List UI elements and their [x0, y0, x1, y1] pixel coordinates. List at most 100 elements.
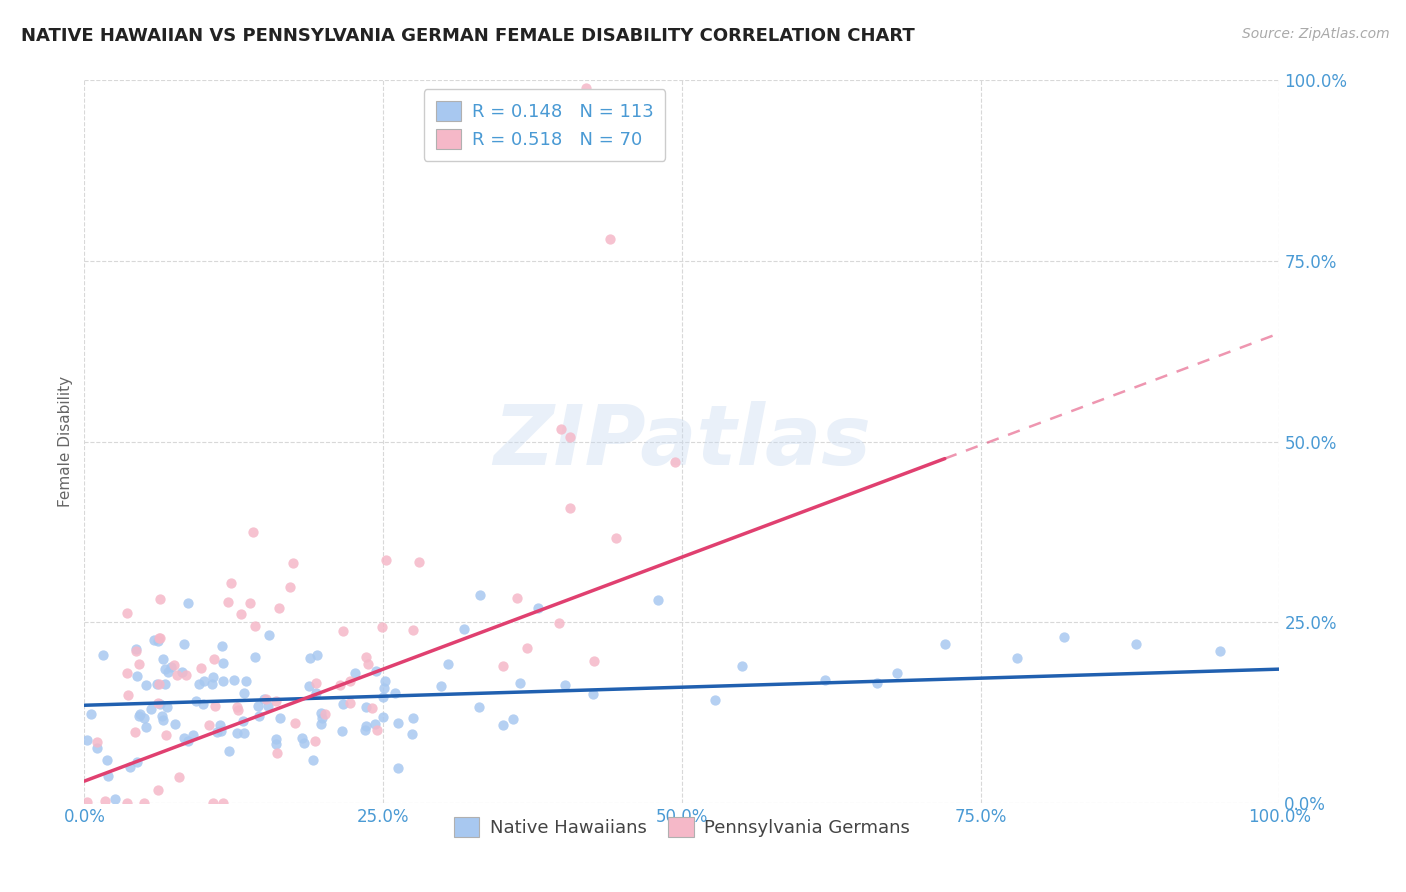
- Point: [387, 716, 409, 731]
- Point: [252, 692, 274, 706]
- Point: [165, 716, 187, 731]
- Legend: Native Hawaiians, Pennsylvania Germans: Native Hawaiians, Pennsylvania Germans: [446, 810, 918, 845]
- Point: [299, 651, 322, 665]
- Point: [281, 556, 304, 570]
- Point: [509, 676, 531, 690]
- Point: [239, 596, 262, 610]
- Point: [231, 607, 253, 621]
- Point: [402, 711, 425, 725]
- Point: [401, 727, 423, 741]
- Point: [302, 753, 325, 767]
- Point: [387, 760, 409, 774]
- Point: [343, 665, 366, 680]
- Point: [554, 677, 576, 691]
- Point: [266, 693, 288, 707]
- Point: [217, 595, 239, 609]
- Point: [582, 654, 605, 668]
- Point: [202, 796, 225, 810]
- Point: [135, 677, 157, 691]
- Point: [174, 668, 197, 682]
- Point: [173, 731, 195, 745]
- Point: [259, 628, 281, 642]
- Point: [1005, 651, 1028, 665]
- Point: [132, 796, 155, 810]
- Point: [269, 600, 291, 615]
- Point: [605, 531, 627, 545]
- Point: [202, 652, 225, 666]
- Point: [190, 660, 212, 674]
- Point: [339, 673, 361, 688]
- Point: [1053, 630, 1076, 644]
- Point: [408, 556, 430, 570]
- Point: [198, 717, 221, 731]
- Point: [76, 732, 98, 747]
- Point: [125, 644, 148, 658]
- Point: [94, 794, 117, 808]
- Point: [266, 747, 288, 761]
- Point: [129, 706, 152, 721]
- Point: [371, 710, 394, 724]
- Point: [149, 631, 172, 645]
- Point: [373, 681, 395, 695]
- Point: [212, 796, 235, 810]
- Point: [211, 673, 233, 688]
- Point: [173, 637, 195, 651]
- Point: [156, 700, 179, 714]
- Point: [664, 455, 686, 469]
- Point: [118, 760, 141, 774]
- Point: [1209, 644, 1232, 658]
- Text: ZIPatlas: ZIPatlas: [494, 401, 870, 482]
- Point: [304, 676, 326, 690]
- Point: [516, 641, 538, 656]
- Point: [242, 524, 264, 539]
- Point: [186, 694, 208, 708]
- Point: [193, 674, 215, 689]
- Point: [155, 663, 177, 677]
- Point: [155, 728, 177, 742]
- Point: [149, 698, 172, 712]
- Point: [205, 725, 228, 739]
- Point: [148, 676, 170, 690]
- Point: [364, 664, 387, 678]
- Point: [152, 652, 174, 666]
- Point: [150, 709, 173, 723]
- Point: [243, 649, 266, 664]
- Point: [115, 607, 138, 621]
- Point: [159, 660, 181, 674]
- Point: [201, 676, 224, 690]
- Point: [163, 657, 186, 672]
- Point: [292, 735, 315, 749]
- Point: [176, 596, 198, 610]
- Point: [354, 649, 377, 664]
- Point: [91, 648, 114, 662]
- Point: [492, 718, 515, 732]
- Point: [356, 718, 378, 732]
- Point: [166, 667, 188, 681]
- Point: [145, 676, 167, 690]
- Point: [117, 688, 139, 702]
- Point: [157, 665, 180, 680]
- Point: [96, 753, 118, 767]
- Point: [814, 673, 837, 687]
- Text: NATIVE HAWAIIAN VS PENNSYLVANIA GERMAN FEMALE DISABILITY CORRELATION CHART: NATIVE HAWAIIAN VS PENNSYLVANIA GERMAN F…: [21, 27, 915, 45]
- Point: [97, 769, 120, 783]
- Point: [128, 709, 150, 723]
- Point: [366, 723, 388, 737]
- Point: [124, 725, 146, 739]
- Point: [125, 641, 148, 656]
- Point: [208, 718, 231, 732]
- Point: [547, 615, 569, 630]
- Point: [167, 770, 190, 784]
- Point: [354, 699, 377, 714]
- Point: [115, 666, 138, 681]
- Point: [402, 623, 425, 637]
- Point: [332, 698, 354, 712]
- Point: [704, 692, 727, 706]
- Point: [384, 686, 406, 700]
- Point: [307, 648, 329, 663]
- Point: [374, 674, 396, 689]
- Point: [291, 731, 314, 745]
- Point: [155, 677, 177, 691]
- Point: [330, 723, 353, 738]
- Point: [647, 593, 669, 607]
